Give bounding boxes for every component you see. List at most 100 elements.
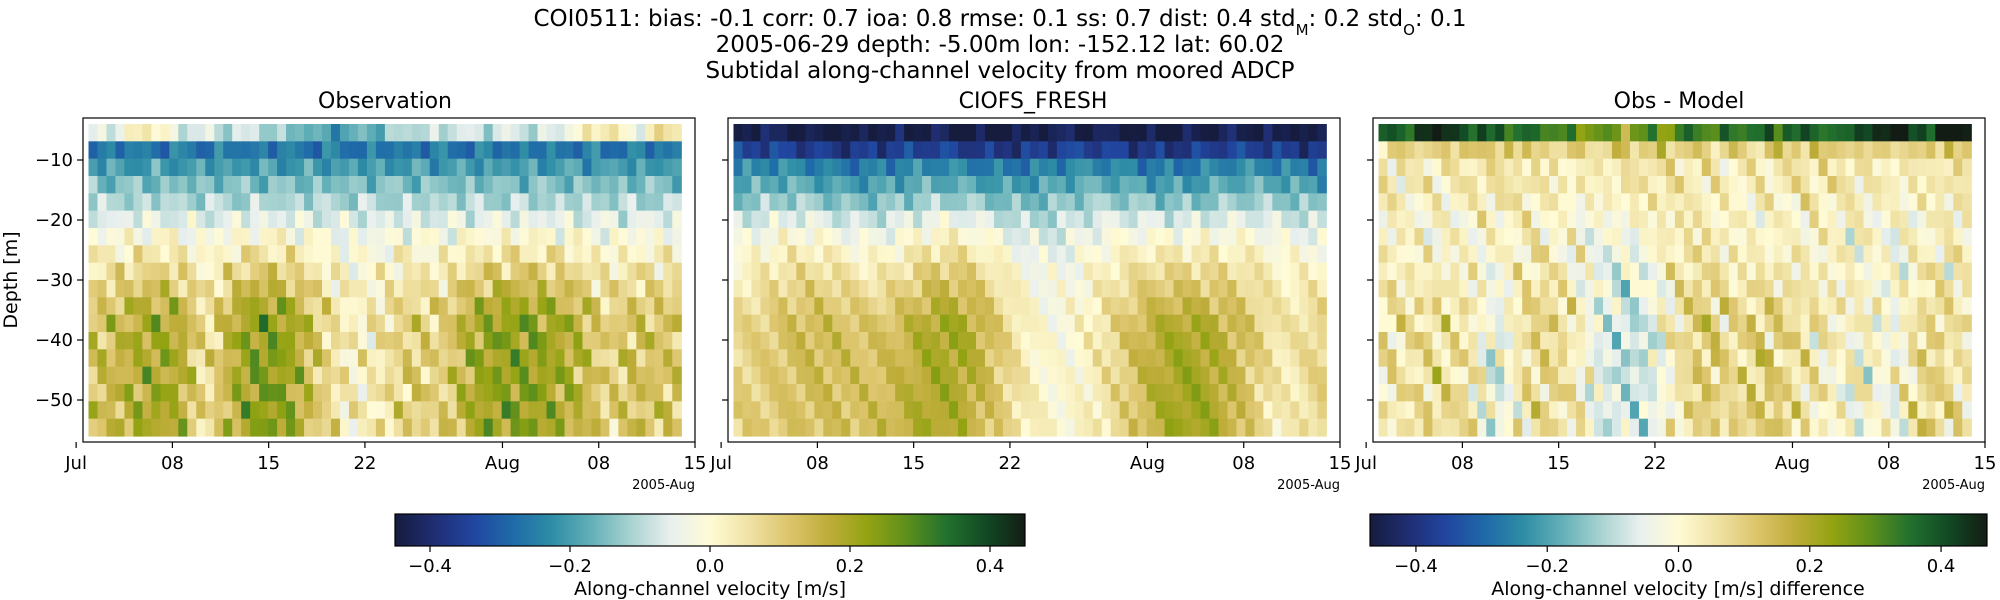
heatmap-cell xyxy=(1173,384,1184,402)
heatmap-cell xyxy=(1791,141,1802,160)
heatmap-cell xyxy=(895,384,905,402)
heatmap-cell xyxy=(1272,124,1282,142)
heatmap-cell xyxy=(546,245,557,264)
heatmap-cell xyxy=(1585,384,1595,402)
heatmap-cell xyxy=(1459,176,1469,194)
heatmap-cell xyxy=(1236,401,1247,420)
heatmap-cell xyxy=(1800,124,1811,142)
heatmap-cell xyxy=(940,314,950,333)
heatmap-cell xyxy=(618,349,628,368)
heatmap-cell xyxy=(339,366,350,385)
heatmap-cell xyxy=(1254,262,1264,281)
heatmap-cell xyxy=(940,245,950,264)
heatmap-cell xyxy=(384,193,395,212)
heatmap-cell xyxy=(1576,228,1586,246)
heatmap-cell xyxy=(1908,384,1918,402)
heatmap-cell xyxy=(1378,366,1389,385)
heatmap-cell xyxy=(1800,193,1811,212)
heatmap-cell xyxy=(1272,280,1282,298)
heatmap-cell xyxy=(769,262,780,281)
heatmap-cell xyxy=(1387,314,1398,333)
heatmap-cell xyxy=(940,401,950,420)
heatmap-cell xyxy=(1890,366,1900,385)
heatmap-cell xyxy=(196,141,206,160)
heatmap-cell xyxy=(1414,176,1425,194)
heatmap-cell xyxy=(88,210,99,229)
heatmap-cell xyxy=(1128,124,1139,142)
heatmap-cell xyxy=(241,349,251,368)
heatmap-cell xyxy=(106,158,117,177)
heatmap-cell xyxy=(850,418,860,437)
heatmap-cell xyxy=(1155,314,1166,333)
heatmap-cell xyxy=(1881,401,1892,420)
heatmap-cell xyxy=(259,124,269,142)
heatmap-cell xyxy=(868,228,878,246)
heatmap-cell xyxy=(1719,228,1730,246)
heatmap-cell xyxy=(1011,314,1022,333)
heatmap-cell xyxy=(151,384,161,402)
heatmap-cell xyxy=(1209,228,1220,246)
heatmap-cell xyxy=(1137,245,1148,264)
heatmap-cell xyxy=(1719,280,1730,298)
heatmap-cell xyxy=(1002,210,1013,229)
heatmap-cell xyxy=(1317,297,1327,316)
heatmap-cell xyxy=(1378,332,1389,350)
heatmap-cell xyxy=(1594,210,1604,229)
heatmap-cell xyxy=(465,297,476,316)
heatmap-cell xyxy=(805,245,815,264)
heatmap-cell xyxy=(931,141,941,160)
heatmap-cell xyxy=(1299,418,1309,437)
heatmap-cell xyxy=(250,297,260,316)
heatmap-cell xyxy=(787,418,797,437)
heatmap-cell xyxy=(1378,228,1389,246)
heatmap-cell xyxy=(1477,418,1487,437)
heatmap-cell xyxy=(582,401,593,420)
heatmap-cell xyxy=(1387,228,1398,246)
heatmap-cell xyxy=(1155,332,1166,350)
heatmap-cell xyxy=(510,124,521,142)
heatmap-cell xyxy=(663,158,673,177)
heatmap-cell xyxy=(600,297,610,316)
heatmap-cell xyxy=(88,124,99,142)
heatmap-cell xyxy=(993,193,1004,212)
heatmap-cell xyxy=(1665,228,1676,246)
heatmap-cell xyxy=(877,245,887,264)
heatmap-cell xyxy=(1567,280,1577,298)
heatmap-cell xyxy=(1845,193,1856,212)
heatmap-cell xyxy=(913,210,923,229)
heatmap-cell xyxy=(886,228,896,246)
heatmap-cell xyxy=(823,158,833,177)
heatmap-cell xyxy=(277,349,287,368)
heatmap-cell xyxy=(438,210,449,229)
heatmap-cell xyxy=(1137,141,1148,160)
heatmap-cell xyxy=(967,210,977,229)
heatmap-cell xyxy=(124,349,135,368)
heatmap-cell xyxy=(1674,141,1685,160)
heatmap-cell xyxy=(1236,332,1247,350)
heatmap-cell xyxy=(1128,280,1139,298)
heatmap-cell xyxy=(1549,401,1559,420)
heatmap-cell xyxy=(1926,366,1936,385)
heatmap-cell xyxy=(1146,401,1157,420)
heatmap-cell xyxy=(277,418,287,437)
heatmap-cell xyxy=(1594,158,1604,177)
heatmap-cell xyxy=(322,141,332,160)
heatmap-cell xyxy=(1317,384,1327,402)
heatmap-cell xyxy=(886,297,896,316)
heatmap-cell xyxy=(106,193,117,212)
heatmap-cell xyxy=(1836,384,1847,402)
heatmap-cell xyxy=(232,124,242,142)
heatmap-cell xyxy=(733,384,744,402)
heatmap-cell xyxy=(1620,262,1631,281)
heatmap-cell xyxy=(223,228,233,246)
heatmap-cell xyxy=(931,314,941,333)
heatmap-cell xyxy=(1881,210,1892,229)
heatmap-cell xyxy=(1917,210,1927,229)
heatmap-cell xyxy=(1504,384,1514,402)
heatmap-cell xyxy=(1701,141,1712,160)
heatmap-cell xyxy=(1209,384,1220,402)
heatmap-cell xyxy=(1836,366,1847,385)
heatmap-cell xyxy=(841,349,851,368)
heatmap-cell xyxy=(1308,366,1318,385)
heatmap-cell xyxy=(993,366,1004,385)
